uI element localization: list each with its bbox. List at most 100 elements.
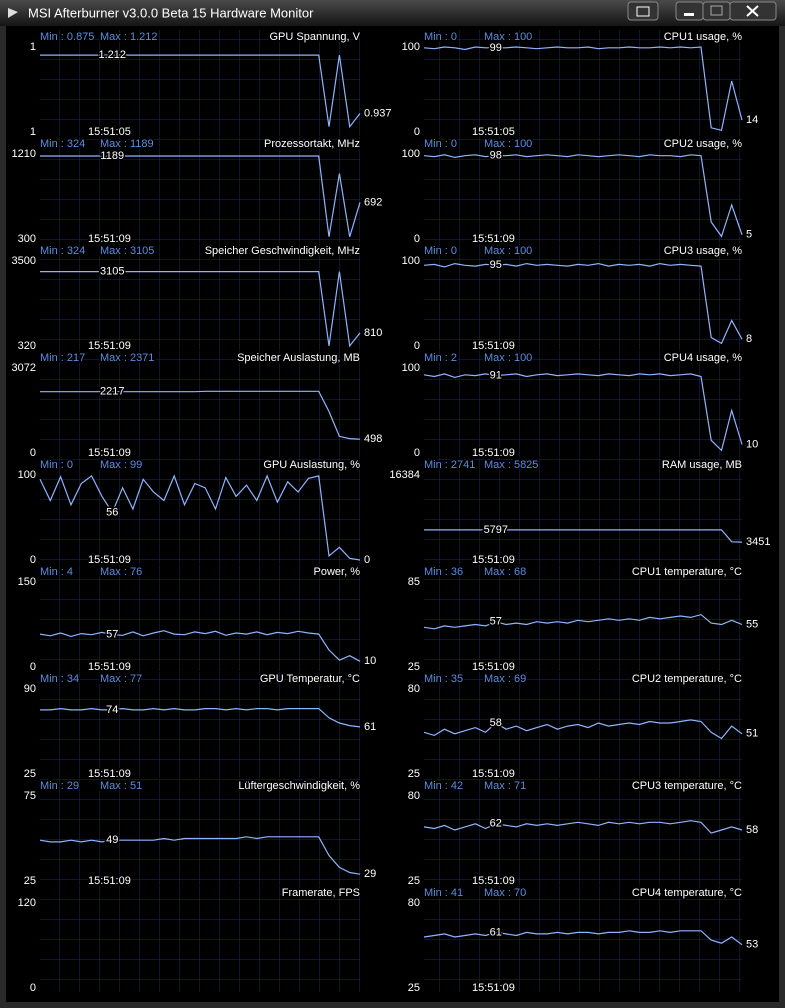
value-label: 61 [490,926,502,938]
value-label: 53 [746,939,758,951]
y-tick-label: 25 [24,875,36,887]
time-label: 15:51:09 [88,554,131,566]
maximize-button[interactable] [702,1,731,21]
value-label: 5797 [484,524,508,536]
panel-title: CPU2 usage, % [664,138,742,150]
panel-title: Framerate, FPS [282,887,360,899]
max-label: Max : 51 [100,780,142,792]
y-tick-label: 100 [402,41,420,53]
detach-button[interactable] [627,1,659,21]
y-tick-label: 3072 [12,362,36,374]
value-label: 98 [490,150,502,162]
min-label: Min : 2741 [424,459,475,471]
y-tick-label: 80 [408,790,420,802]
max-label: Max : 77 [100,673,142,685]
y-tick-label: 150 [18,576,36,588]
value-label: 8 [746,333,752,345]
time-label: 15:51:09 [472,340,515,352]
value-label: 74 [106,704,118,716]
sensor-line [423,46,743,132]
grid [424,30,742,136]
grid [424,672,742,778]
y-tick-label: 25 [408,875,420,887]
grid [40,779,360,885]
y-tick-label: 80 [408,897,420,909]
panel-title: CPU3 temperature, °C [632,780,742,792]
panel-title: RAM usage, MB [662,459,742,471]
time-label: 15:51:09 [88,661,131,673]
min-label: Min : 0 [424,245,457,257]
app-icon [8,8,18,18]
min-label: Min : 41 [424,887,463,899]
min-label: Min : 324 [40,245,85,257]
y-tick-label: 25 [408,768,420,780]
y-tick-label: 25 [408,982,420,994]
value-label: 99 [490,42,502,54]
max-label: Max : 69 [484,673,526,685]
value-label: 498 [364,433,382,445]
value-label: 57 [490,616,502,628]
grid [40,886,360,992]
value-label: 10 [746,438,758,450]
value-label: 56 [106,506,118,518]
value-label: 62 [490,818,502,830]
y-tick-label: 1 [30,41,36,53]
value-label: 14 [746,114,758,126]
time-label: 15:51:09 [472,875,515,887]
value-label: 29 [364,868,376,880]
max-label: Max : 3105 [100,245,154,257]
value-label: 5 [746,229,752,241]
y-tick-label: 120 [18,897,36,909]
min-label: Min : 0 [40,459,73,471]
value-label: 0.937 [364,107,392,119]
grid [424,886,742,992]
y-tick-label: 75 [24,790,36,802]
min-label: Min : 34 [40,673,79,685]
value-label: 0 [364,554,370,566]
max-label: Max : 71 [484,780,526,792]
y-tick-label: 85 [408,576,420,588]
value-label: 10 [364,655,376,667]
sensor-line [40,155,361,237]
min-label: Min : 0 [424,138,457,150]
panel-title: Speicher Auslastung, MB [237,352,360,364]
panel-title: CPU2 temperature, °C [632,673,742,685]
y-tick-label: 100 [18,469,36,481]
max-label: Max : 100 [484,138,532,150]
value-label: 58 [746,824,758,836]
sensor-line [423,613,743,630]
minimize-button[interactable] [675,1,704,21]
max-label: Max : 100 [484,352,532,364]
value-label: 810 [364,327,382,339]
time-label: 15:51:05 [88,126,131,138]
panel-title: GPU Spannung, V [269,31,360,43]
panel-title: Lüftergeschwindigkeit, % [238,780,360,792]
y-tick-label: 90 [24,683,36,695]
sensor-line [40,707,361,728]
sensor-line [40,54,361,129]
value-label: 55 [746,618,758,630]
value-label: 49 [106,834,118,846]
grid [40,672,360,778]
sensor-line [423,930,743,946]
y-tick-label: 100 [402,255,420,267]
close-button[interactable] [729,1,777,21]
sensor-line [423,820,743,834]
time-label: 15:51:09 [472,233,515,245]
y-tick-label: 320 [18,340,36,352]
min-label: Min : 324 [40,138,85,150]
time-label: 15:51:05 [472,126,515,138]
time-label: 15:51:09 [472,447,515,459]
charts: Min : 0.875 Max : 1.212 GPU Spannung, V11 1… [10,29,772,995]
panel-title: Speicher Geschwindigkeit, MHz [205,245,360,257]
time-label: 15:51:09 [88,875,131,887]
min-label: Min : 0 [424,31,457,43]
time-label: 15:51:09 [88,340,131,352]
value-label: 61 [364,721,376,733]
value-label: 692 [364,196,382,208]
grid [40,30,360,136]
sensor-line [39,836,361,875]
panel-title: GPU Temperatur, °C [260,673,360,685]
sensor-line [423,262,743,345]
time-label: 15:51:09 [472,661,515,673]
